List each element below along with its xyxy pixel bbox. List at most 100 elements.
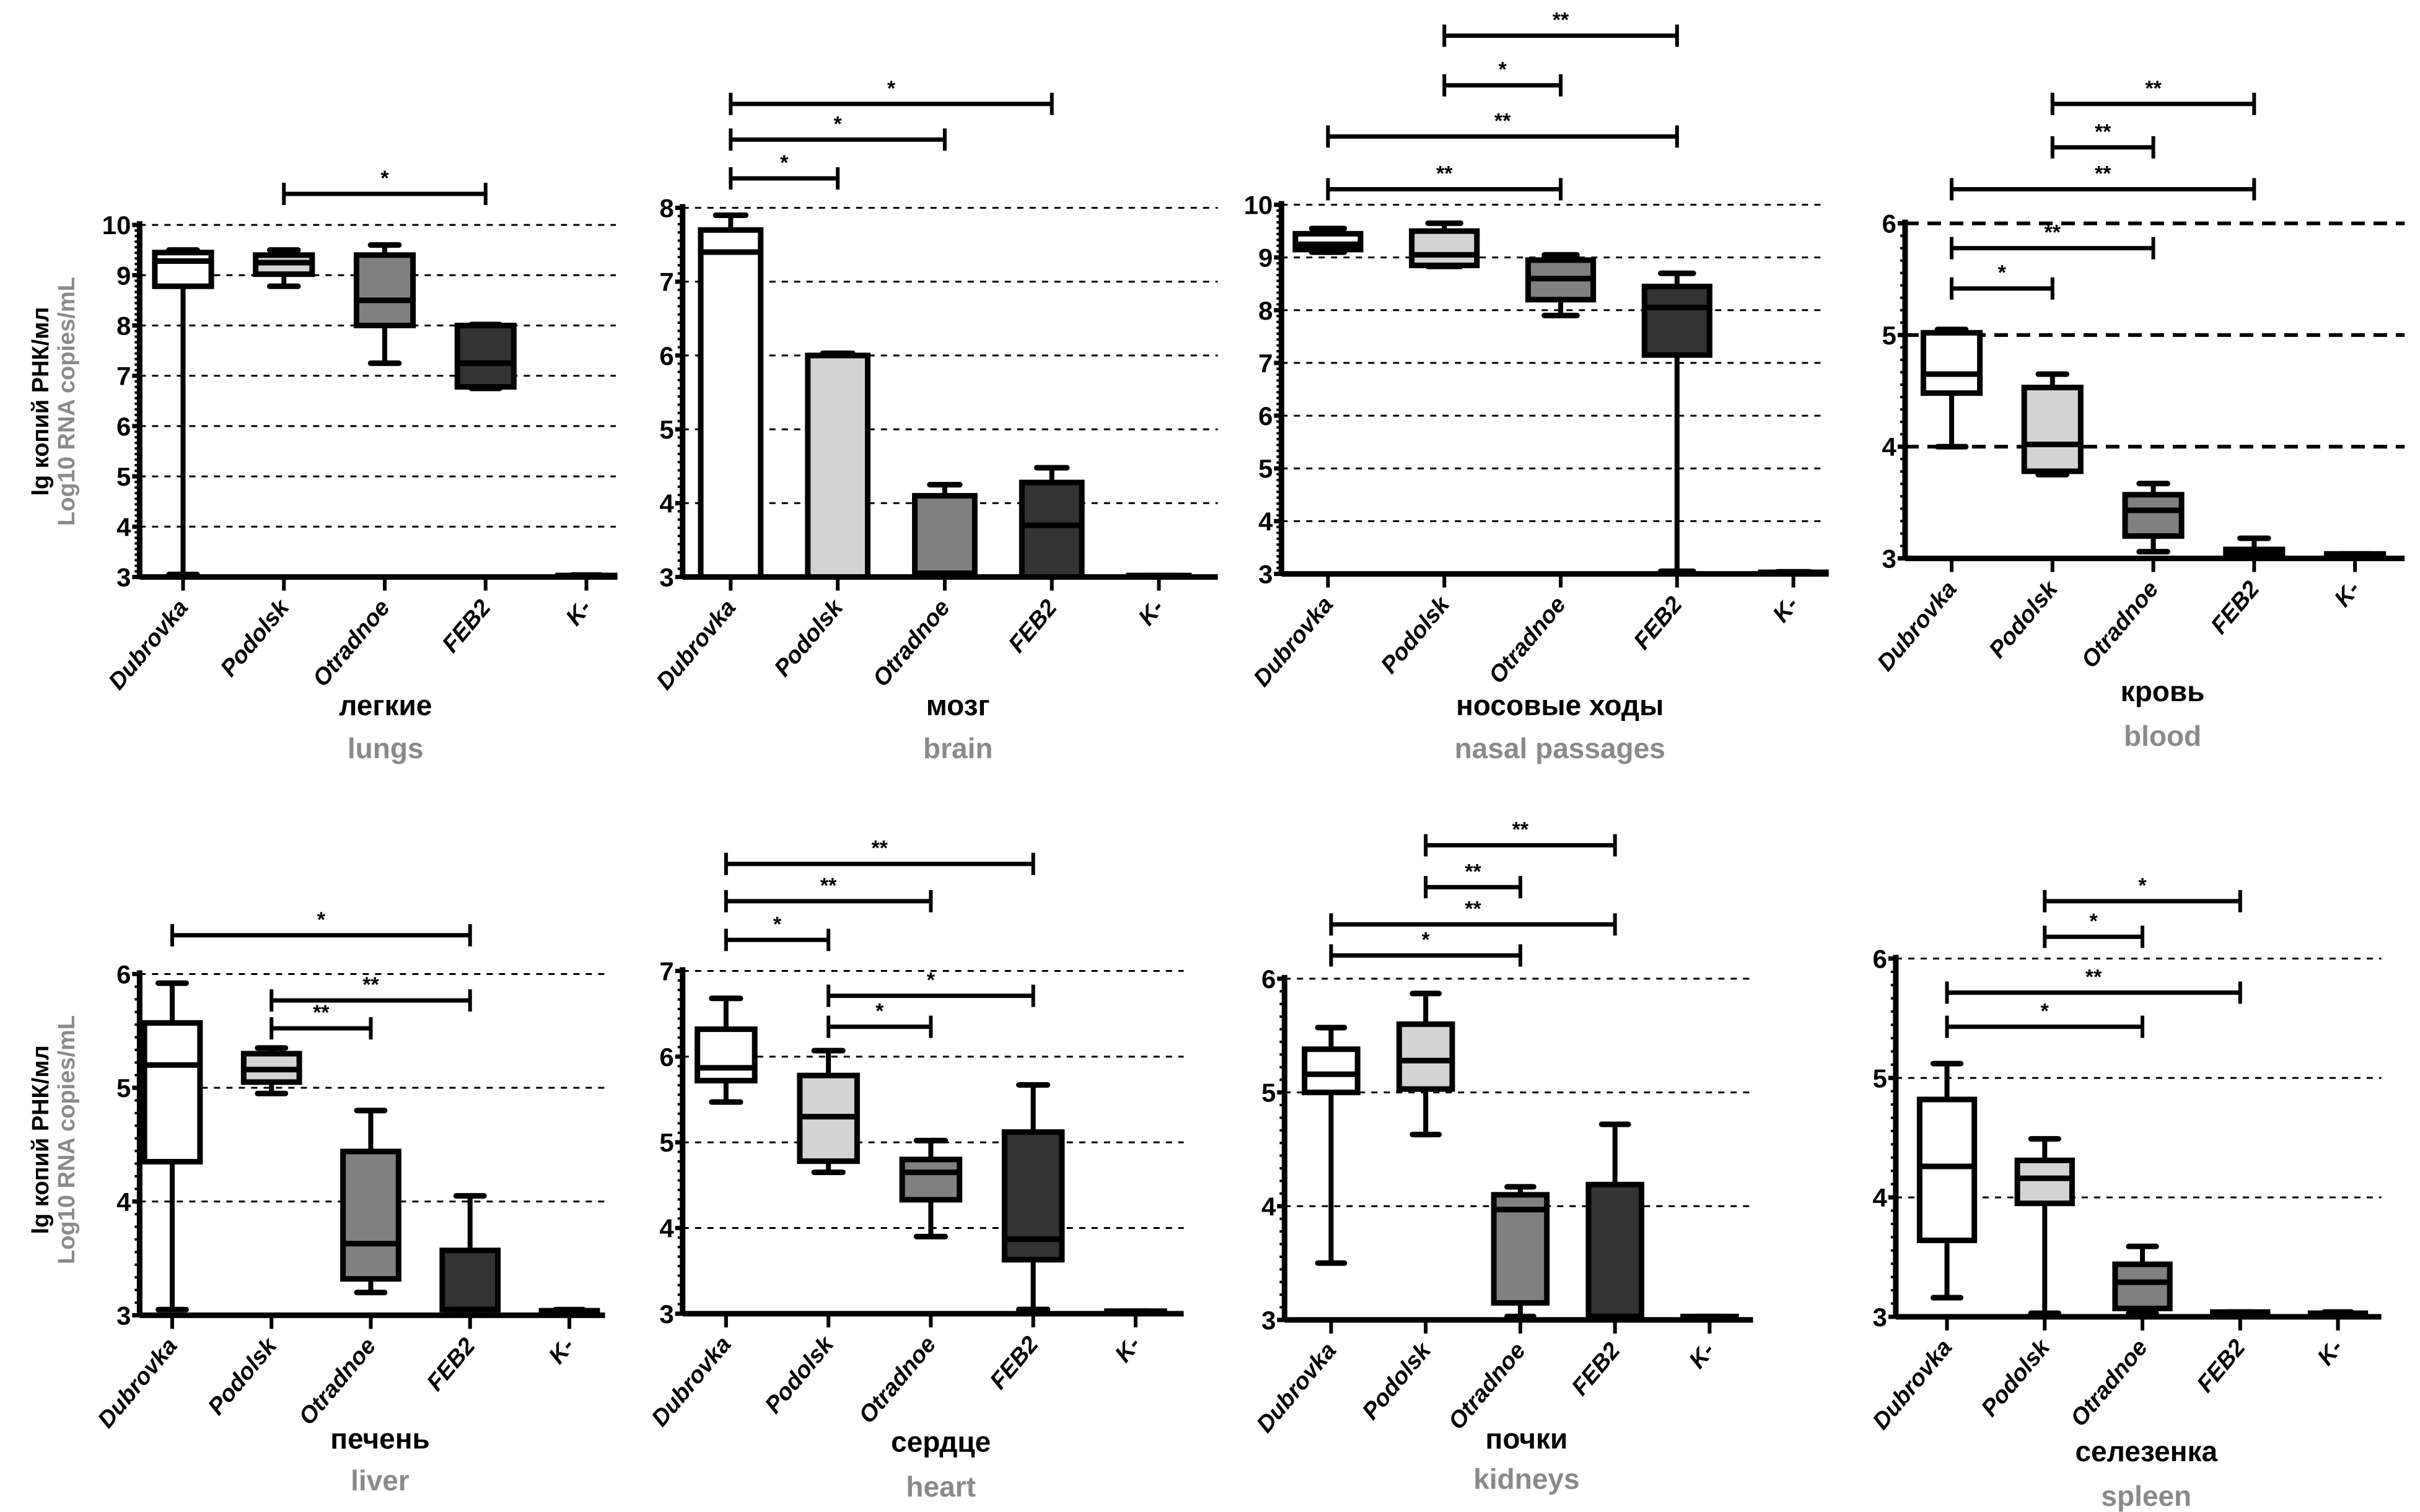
box-k: K- <box>1758 569 1829 627</box>
significance-bracket: ** <box>270 1001 373 1040</box>
x-tick-label: Otradnoe <box>2077 576 2164 673</box>
panel-title-en: blood <box>2124 720 2201 752</box>
y-tick-label: 7 <box>659 957 673 986</box>
x-tick-label: Podolsk <box>769 594 849 682</box>
box-podolsk: Podolsk <box>769 350 871 682</box>
significance-label: ** <box>313 1001 330 1025</box>
y-axis-label-en: Log10 RNA copies/mL <box>54 277 80 526</box>
panel-title-en: liver <box>351 1464 410 1497</box>
significance-bracket: ** <box>270 973 472 1012</box>
y-tick-label: 5 <box>1261 1078 1276 1108</box>
x-tick-label: FEB2 <box>437 595 496 657</box>
x-tick-label: FEB2 <box>2206 576 2265 639</box>
significance-label: * <box>1998 261 2007 285</box>
panel-title-en: nasal passages <box>1455 732 1665 764</box>
x-tick-label: Otradnoe <box>1444 1338 1531 1435</box>
x-tick-label: Otradnoe <box>854 1332 942 1428</box>
significance-label: * <box>2090 909 2098 933</box>
x-tick-label: K- <box>1684 1338 1720 1374</box>
box-iqr <box>152 250 214 289</box>
box-dubrovka: Dubrovka <box>1872 326 1983 676</box>
significance-label: * <box>887 77 896 100</box>
significance-label: * <box>875 1000 884 1023</box>
x-tick-label: FEB2 <box>985 1332 1044 1394</box>
box-otradnoe: Otradnoe <box>294 1108 401 1430</box>
significance-bracket: * <box>1329 928 1522 967</box>
y-tick-label: 6 <box>1873 944 1887 973</box>
box-k: K- <box>1126 572 1192 631</box>
significance-label: ** <box>820 874 837 898</box>
x-tick-label: Podolsk <box>203 1332 283 1420</box>
significance-label: * <box>2041 1000 2050 1023</box>
box-feb2: FEB2 <box>985 1082 1065 1394</box>
x-tick-label: Dubrovka <box>1252 1338 1341 1438</box>
y-tick-label: 5 <box>116 1073 131 1103</box>
y-tick-label: 3 <box>659 562 673 592</box>
box-otradnoe: Otradnoe <box>1444 1184 1550 1435</box>
significance-bracket: ** <box>1950 162 2256 201</box>
box-feb2: FEB2 <box>2192 1309 2271 1397</box>
box-otradnoe: Otradnoe <box>854 1137 963 1428</box>
box-feb2: FEB2 <box>1629 270 1712 655</box>
y-axis-label-bottom: lg копий РНК/мл Log10 RNA copies/mL <box>28 1015 80 1264</box>
significance-label: ** <box>872 837 888 860</box>
box-iqr <box>454 322 517 390</box>
y-tick-label: 5 <box>1258 454 1273 483</box>
box-podolsk: Podolsk <box>1376 220 1480 679</box>
box-otradnoe: Otradnoe <box>1484 251 1597 689</box>
x-tick-label: K- <box>561 595 597 631</box>
significance-bracket: * <box>826 969 1035 1007</box>
box-iqr <box>805 352 871 580</box>
significance-label: ** <box>1494 109 1511 133</box>
y-tick-label: 6 <box>659 1042 673 1072</box>
box-iqr <box>1396 1021 1455 1092</box>
significance-label: ** <box>1465 897 1481 920</box>
significance-bracket: ** <box>1326 162 1563 201</box>
significance-bracket: * <box>729 151 840 190</box>
significance-label: ** <box>1553 9 1569 32</box>
y-tick-label: 4 <box>659 489 674 518</box>
x-tick-label: K- <box>2312 1335 2348 1371</box>
box-iqr <box>1302 1046 1361 1096</box>
significance-bracket: ** <box>2050 120 2155 159</box>
box-dubrovka: Dubrovka <box>1868 1060 1978 1435</box>
panel-title-ru: легкие <box>339 689 432 721</box>
x-tick-label: FEB2 <box>2192 1335 2251 1397</box>
panel-title-en: brain <box>923 732 993 764</box>
significance-bracket: * <box>170 908 472 946</box>
x-tick-label: Podolsk <box>1357 1337 1437 1425</box>
significance-bracket: ** <box>724 837 1035 875</box>
panel-title-ru: сердце <box>891 1426 991 1458</box>
significance-bracket: * <box>282 167 488 205</box>
significance-bracket: * <box>1945 1000 2145 1038</box>
box-iqr <box>1491 1192 1550 1306</box>
y-tick-label: 10 <box>102 211 131 240</box>
box-otradnoe: Otradnoe <box>308 242 416 692</box>
y-tick-label: 6 <box>116 412 131 441</box>
box-k: K- <box>538 1306 600 1369</box>
box-iqr <box>1409 228 1480 268</box>
y-axis-label-ru: lg копий РНК/мл <box>28 307 54 496</box>
y-tick-label: 3 <box>116 562 131 592</box>
panel-title-ru: почки <box>1486 1423 1568 1455</box>
box-k: K- <box>2307 1309 2369 1371</box>
x-tick-label: Dubrovka <box>1248 592 1338 691</box>
y-tick-label: 4 <box>659 1214 674 1243</box>
box-iqr <box>1019 479 1085 580</box>
significance-bracket: ** <box>1326 109 1679 148</box>
x-tick-label: K- <box>1768 592 1804 627</box>
y-tick-label: 6 <box>1258 401 1273 430</box>
significance-label: * <box>380 167 389 190</box>
x-tick-label: Otradnoe <box>2066 1335 2153 1431</box>
significance-bracket: * <box>1950 261 2054 300</box>
significance-bracket: * <box>1442 58 1563 97</box>
significance-bracket: * <box>724 912 831 951</box>
x-tick-label: Podolsk <box>1984 575 2064 663</box>
significance-label: * <box>834 112 843 136</box>
box-iqr <box>1920 330 1983 396</box>
